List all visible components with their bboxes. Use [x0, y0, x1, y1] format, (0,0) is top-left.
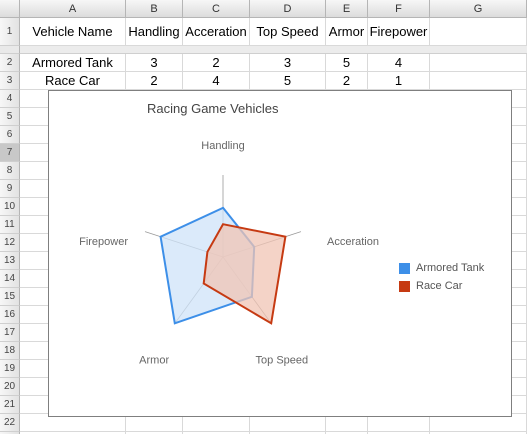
row-header-15[interactable]: 15	[0, 288, 20, 306]
cell-vehicle-name[interactable]: Race Car	[20, 72, 126, 90]
empty-cell[interactable]	[430, 72, 527, 90]
row-header-18[interactable]: 18	[0, 342, 20, 360]
cell-value[interactable]: 3	[250, 54, 326, 72]
chart-legend: Armored Tank Race Car	[399, 259, 484, 295]
axis-label-handling: Handling	[201, 140, 244, 152]
row-header-13[interactable]: 13	[0, 252, 20, 270]
column-header-g[interactable]: G	[430, 0, 527, 18]
cell-value[interactable]: 2	[126, 72, 183, 90]
row-header-5[interactable]: 5	[0, 108, 20, 126]
row-header-11[interactable]: 11	[0, 216, 20, 234]
select-all-corner[interactable]	[0, 0, 20, 18]
row-header-16[interactable]: 16	[0, 306, 20, 324]
row-header-12[interactable]: 12	[0, 234, 20, 252]
empty-cell[interactable]	[430, 54, 527, 72]
legend-swatch-armored-tank	[399, 263, 410, 274]
row-header-7[interactable]: 7	[0, 144, 20, 162]
row-header-8[interactable]: 8	[0, 162, 20, 180]
row-header-2[interactable]: 2	[0, 54, 20, 72]
row-header-3[interactable]: 3	[0, 72, 20, 90]
legend-label: Armored Tank	[416, 262, 484, 274]
column-header-b[interactable]: B	[126, 0, 183, 18]
row-header-10[interactable]: 10	[0, 198, 20, 216]
radar-plot: Handling Acceration Top Speed Armor Firepowe…	[49, 91, 511, 416]
row-header-22[interactable]: 22	[0, 414, 20, 432]
header-cell-handling[interactable]: Handling	[126, 18, 183, 46]
row-header-14[interactable]: 14	[0, 270, 20, 288]
cell-vehicle-name[interactable]: Armored Tank	[20, 54, 126, 72]
cell-value[interactable]: 5	[250, 72, 326, 90]
header-cell-vehicle-name[interactable]: Vehicle Name	[20, 18, 126, 46]
legend-label: Race Car	[416, 280, 462, 292]
axis-label-armor: Armor	[139, 354, 169, 366]
legend-swatch-race-car	[399, 281, 410, 292]
axis-label-top-speed: Top Speed	[256, 354, 309, 366]
column-header-a[interactable]: A	[20, 0, 126, 18]
legend-item-armored-tank: Armored Tank	[399, 259, 484, 277]
header-cell-firepower[interactable]: Firepower	[368, 18, 430, 46]
header-cell-top-speed[interactable]: Top Speed	[250, 18, 326, 46]
row-header-9[interactable]: 9	[0, 180, 20, 198]
cell-value[interactable]: 5	[326, 54, 368, 72]
row-header-19[interactable]: 19	[0, 360, 20, 378]
column-header-c[interactable]: C	[183, 0, 250, 18]
row-spacer	[0, 46, 20, 54]
row-header-1[interactable]: 1	[0, 18, 20, 46]
cell-value[interactable]: 4	[183, 72, 250, 90]
header-cell-armor[interactable]: Armor	[326, 18, 368, 46]
frozen-row-divider	[20, 46, 527, 54]
cell-value[interactable]: 2	[183, 54, 250, 72]
header-cell-acceration[interactable]: Acceration	[183, 18, 250, 46]
row-header-21[interactable]: 21	[0, 396, 20, 414]
row-header-6[interactable]: 6	[0, 126, 20, 144]
cell-value[interactable]: 1	[368, 72, 430, 90]
column-header-f[interactable]: F	[368, 0, 430, 18]
row-header-20[interactable]: 20	[0, 378, 20, 396]
column-header-e[interactable]: E	[326, 0, 368, 18]
empty-cell[interactable]	[430, 18, 527, 46]
cell-value[interactable]: 3	[126, 54, 183, 72]
column-header-d[interactable]: D	[250, 0, 326, 18]
row-header-17[interactable]: 17	[0, 324, 20, 342]
legend-item-race-car: Race Car	[399, 277, 484, 295]
cell-value[interactable]: 2	[326, 72, 368, 90]
row-header-4[interactable]: 4	[0, 90, 20, 108]
axis-label-firepower: Firepower	[79, 236, 128, 248]
axis-label-acceration: Acceration	[327, 236, 379, 248]
cell-value[interactable]: 4	[368, 54, 430, 72]
radar-chart[interactable]: Racing Game Vehicles Handling Acceration T…	[48, 90, 512, 417]
